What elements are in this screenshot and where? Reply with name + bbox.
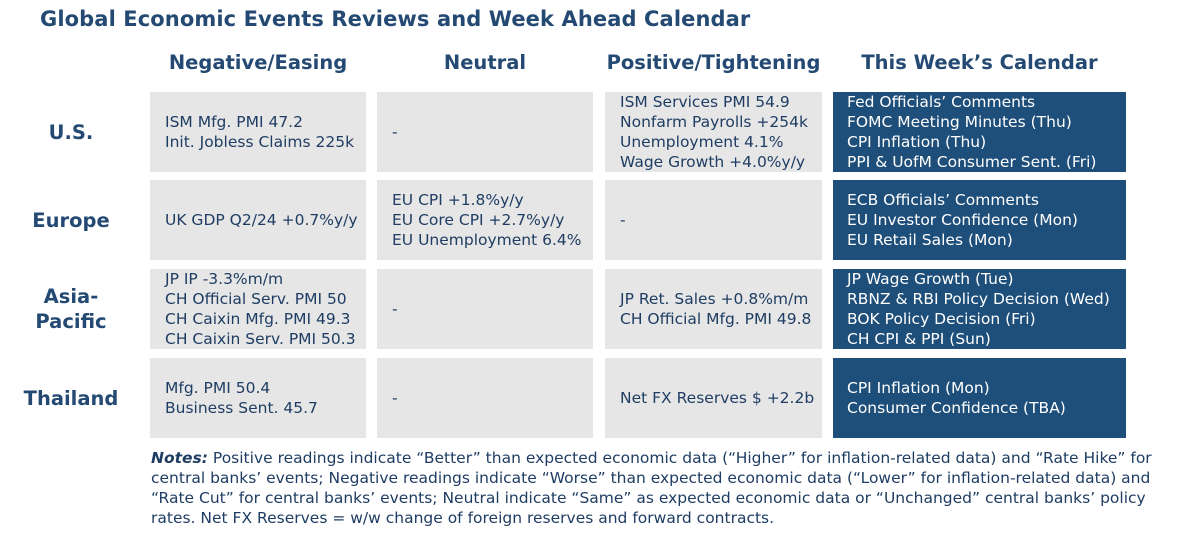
positive-item: Unemployment 4.1%	[620, 133, 784, 151]
neutral-item: -	[392, 300, 398, 318]
neutral-cell: EU CPI +1.8%y/y EU Core CPI +2.7%y/y EU Un…	[377, 180, 593, 260]
positive-item: Wage Growth +4.0%y/y	[620, 153, 806, 171]
neutral-item: EU Unemployment 6.4%	[392, 231, 582, 249]
calendar-item: BOK Policy Decision (Fri)	[847, 310, 1036, 328]
calendar-item: Consumer Confidence (TBA)	[847, 399, 1066, 417]
column-header-positive: Positive/Tightening	[606, 50, 821, 74]
calendar-cell: Fed Officials’ Comments FOMC Meeting Minu…	[833, 92, 1126, 172]
calendar-item: ECB Officials’ Comments	[847, 191, 1039, 209]
calendar-item: CPI Inflation (Mon)	[847, 379, 990, 397]
negative-cell: UK GDP Q2/24 +0.7%y/y	[150, 180, 366, 260]
neutral-item: EU Core CPI +2.7%y/y	[392, 211, 565, 229]
positive-item: ISM Services PMI 54.9	[620, 93, 790, 111]
negative-item: CH Caixin Serv. PMI 50.3	[165, 330, 356, 348]
neutral-item: -	[392, 123, 398, 141]
positive-cell: -	[605, 180, 822, 260]
neutral-item: EU CPI +1.8%y/y	[392, 191, 524, 209]
row-header-line: Asia-	[43, 285, 99, 308]
row-header-3: Thailand	[23, 386, 119, 410]
negative-item: CH Caixin Mfg. PMI 49.3	[165, 310, 351, 328]
negative-cell: JP IP -3.3%m/m CH Official Serv. PMI 50 CH…	[150, 269, 366, 349]
notes-label: Notes:	[151, 449, 208, 467]
positive-item: JP Ret. Sales +0.8%m/m	[620, 290, 809, 308]
positive-item: CH Official Mfg. PMI 49.8	[620, 310, 812, 328]
positive-item: Net FX Reserves $ +2.2b	[620, 389, 815, 407]
positive-item: Nonfarm Payrolls +254k	[620, 113, 808, 131]
calendar-item: RBNZ & RBI Policy Decision (Wed)	[847, 290, 1110, 308]
column-header-neutral: Neutral	[443, 50, 527, 74]
calendar-cell: JP Wage Growth (Tue) RBNZ & RBI Policy De…	[833, 269, 1126, 349]
negative-item: UK GDP Q2/24 +0.7%y/y	[165, 211, 358, 229]
negative-item: Business Sent. 45.7	[165, 399, 318, 417]
neutral-cell: -	[377, 92, 593, 172]
positive-item: -	[620, 211, 626, 229]
calendar-item: PPI & UofM Consumer Sent. (Fri)	[847, 153, 1097, 171]
positive-cell: JP Ret. Sales +0.8%m/m CH Official Mfg. P…	[605, 269, 822, 349]
negative-item: ISM Mfg. PMI 47.2	[165, 113, 303, 131]
calendar-item: EU Retail Sales (Mon)	[847, 231, 1013, 249]
page-title: Global Economic Events Reviews and Week …	[40, 7, 751, 31]
negative-item: CH Official Serv. PMI 50	[165, 290, 347, 308]
calendar-item: EU Investor Confidence (Mon)	[847, 211, 1078, 229]
notes-paragraph: Notes: Positive readings indicate “Bette…	[151, 448, 1181, 528]
negative-item: JP IP -3.3%m/m	[165, 270, 284, 288]
row-header-2: Asia- Pacific	[0, 269, 142, 349]
negative-item: Mfg. PMI 50.4	[165, 379, 271, 397]
negative-cell: Mfg. PMI 50.4 Business Sent. 45.7	[150, 358, 366, 438]
calendar-cell: ECB Officials’ Comments EU Investor Confi…	[833, 180, 1126, 260]
calendar-item: Fed Officials’ Comments	[847, 93, 1036, 111]
column-header-negative: Negative/Easing	[168, 50, 348, 74]
calendar-cell: CPI Inflation (Mon) Consumer Confidence (…	[833, 358, 1126, 438]
calendar-item: CH CPI & PPI (Sun)	[847, 330, 991, 348]
positive-cell: ISM Services PMI 54.9 Nonfarm Payrolls +2…	[605, 92, 822, 172]
notes-text: Positive readings indicate “Better” than…	[151, 449, 1152, 527]
neutral-cell: -	[377, 269, 593, 349]
negative-cell: ISM Mfg. PMI 47.2 Init. Jobless Claims 22…	[150, 92, 366, 172]
calendar-item: FOMC Meeting Minutes (Thu)	[847, 113, 1072, 131]
row-header-0: U.S.	[48, 120, 94, 144]
calendar-item: JP Wage Growth (Tue)	[847, 270, 1014, 288]
row-header-1: Europe	[32, 208, 110, 232]
neutral-item: -	[392, 389, 398, 407]
calendar-item: CPI Inflation (Thu)	[847, 133, 987, 151]
column-header-calendar: This Week’s Calendar	[861, 50, 1098, 74]
neutral-cell: -	[377, 358, 593, 438]
row-header-line: Pacific	[35, 310, 107, 333]
positive-cell: Net FX Reserves $ +2.2b	[605, 358, 822, 438]
negative-item: Init. Jobless Claims 225k	[165, 133, 355, 151]
